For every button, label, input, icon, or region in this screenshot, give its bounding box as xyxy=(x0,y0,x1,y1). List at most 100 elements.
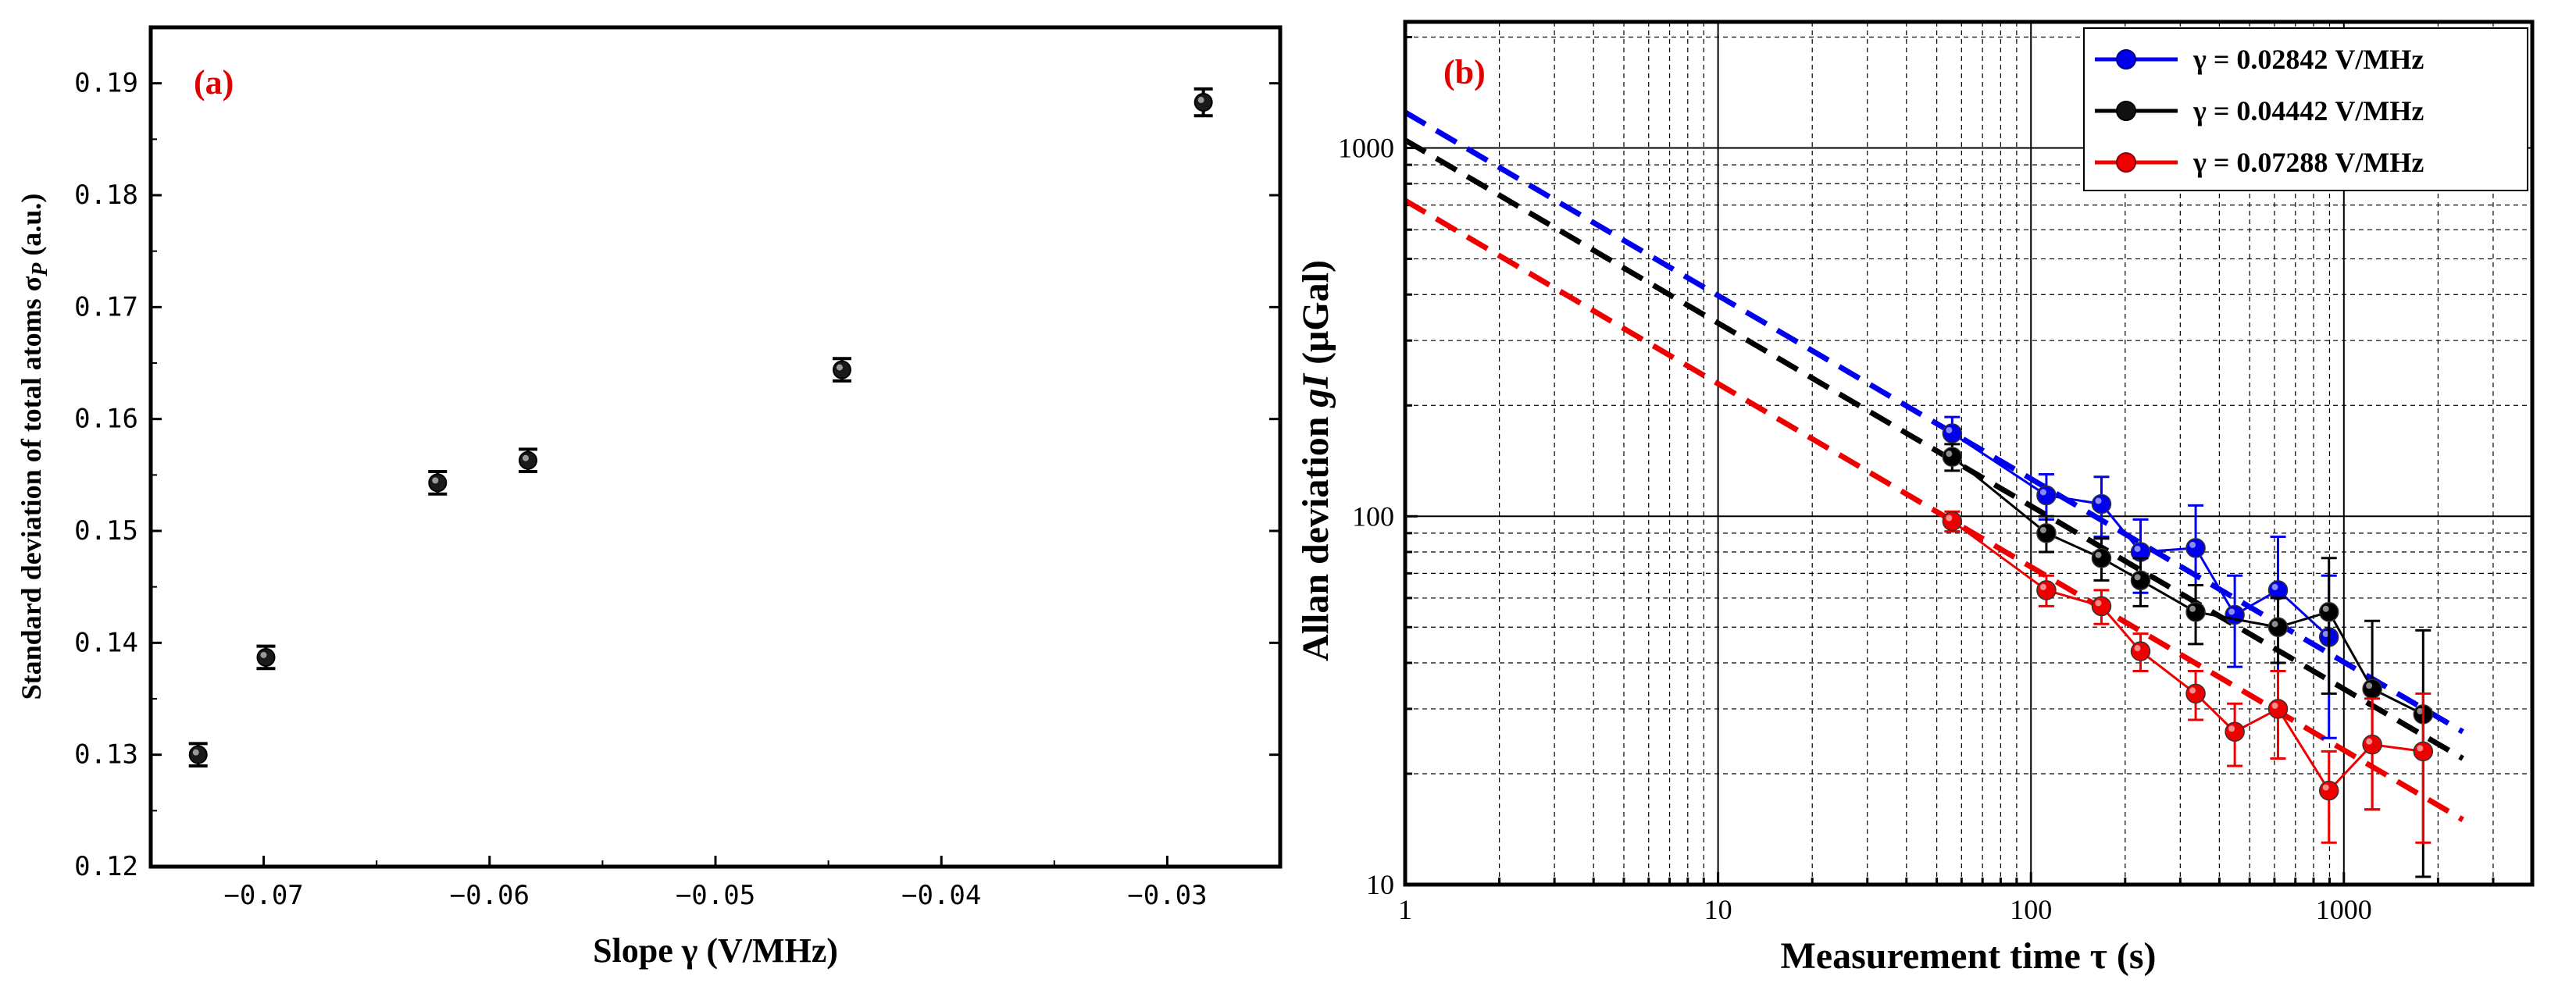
panel-a-data-point xyxy=(428,473,448,493)
panel-b-data-point xyxy=(2362,678,2382,700)
panel-a-y-tick-label: 0.19 xyxy=(74,68,138,99)
panel-a-data-point xyxy=(518,450,537,470)
panel-b-label: (b) xyxy=(1443,53,1486,91)
panel-b-point-highlight xyxy=(2039,526,2046,533)
panel-b-point-highlight xyxy=(2095,551,2102,558)
panel-b-y-tick-label: 100 xyxy=(1352,500,1394,532)
panel-a-ticks: −0.07 −0.06 −0.05 −0.04 −0.03 0.12 0.13 0.14 0.1… xyxy=(74,68,1281,911)
panel-a-y-axis-title-main: Standard deviation of total atoms σ xyxy=(16,276,47,700)
panel-b-point-highlight xyxy=(1946,515,1953,522)
panel-b-data-point xyxy=(2318,780,2339,801)
panel-a-y-tick-label: 0.17 xyxy=(74,291,138,322)
panel-a-point-highlight xyxy=(522,454,529,461)
panel-a-data-point xyxy=(832,360,851,379)
panel-b-data-point xyxy=(2267,617,2289,638)
legend-label-1: γ = 0.02842 V/MHz xyxy=(2192,44,2424,75)
panel-a-point-highlight xyxy=(260,651,267,658)
panel-b-series xyxy=(1942,415,2434,878)
panel-b-point-highlight xyxy=(2134,545,2141,552)
panel-b-data-point xyxy=(1942,447,1963,467)
panel-b-point-highlight xyxy=(1946,426,1953,433)
panel-b-data-point xyxy=(2185,538,2206,558)
panel-b-data-point xyxy=(2091,596,2112,617)
panel-b-point-highlight xyxy=(2271,702,2278,709)
panel-b-y-axis-title-var: gI xyxy=(1295,372,1336,408)
panel-b-point-highlight xyxy=(2228,725,2235,732)
panel-b-data-point xyxy=(2318,601,2339,622)
panel-a-y-tick-label: 0.12 xyxy=(74,851,138,882)
panel-b-series-line-2 xyxy=(1951,455,2424,716)
panel-b-fit-line-3 xyxy=(1404,198,2464,822)
panel-b-plot-frame xyxy=(1403,20,2535,887)
panel-b-point-highlight xyxy=(2039,583,2046,590)
panel-b-data-point xyxy=(2362,734,2382,755)
panel-b-point-highlight xyxy=(2189,687,2196,694)
panel-a-y-tick-label: 0.16 xyxy=(74,404,138,435)
panel-b-point-highlight xyxy=(2271,583,2278,590)
panel-a-y-tick-label: 0.13 xyxy=(74,739,138,771)
legend-label-3: γ = 0.07288 V/MHz xyxy=(2192,147,2424,178)
panel-b-x-tick-label: 10 xyxy=(1704,894,1732,925)
panel-a-data-point xyxy=(256,647,276,667)
panel-b-data-point xyxy=(2091,548,2112,568)
panel-a-data-point xyxy=(1193,93,1213,112)
panel-b-series-3 xyxy=(1942,510,2434,844)
panel-b-data-point xyxy=(2130,641,2151,661)
panel-b-data-point xyxy=(2130,570,2151,591)
panel-a-x-tick-label: −0.05 xyxy=(676,880,755,911)
panel-a-x-axis-title: Slope γ (V/MHz) xyxy=(593,931,838,970)
panel-b-point-highlight xyxy=(2228,608,2235,615)
panel-b-series-line-3 xyxy=(1951,520,2424,793)
panel-b-point-highlight xyxy=(2189,605,2196,612)
panel-b-point-highlight xyxy=(2417,745,2424,752)
legend-marker-3 xyxy=(2116,152,2136,173)
panel-b-point-highlight xyxy=(2271,621,2278,628)
panel-a-y-axis-title-tail: (a.u.) xyxy=(16,194,47,263)
panel-b-fit-lines xyxy=(1404,109,2464,822)
panel-b-data-point xyxy=(2267,580,2289,600)
panel-b-point-highlight xyxy=(2322,784,2329,791)
panel-a-x-tick-label: −0.04 xyxy=(901,880,981,911)
panel-b-x-tick-label: 1 xyxy=(1398,894,1412,925)
panel-b-data-point xyxy=(2185,683,2206,704)
panel-a-y-axis-title: Standard deviation of total atoms σP (a.… xyxy=(16,194,52,700)
panel-a-data-points xyxy=(188,87,1213,767)
panel-a-point-highlight xyxy=(432,477,439,484)
panel-a-y-tick-label: 0.18 xyxy=(74,180,138,211)
panel-b-data-point xyxy=(2036,580,2057,600)
panel-b-point-highlight xyxy=(2095,497,2102,504)
panel-b-point-highlight xyxy=(1946,450,1953,458)
panel-b-data-point xyxy=(2036,485,2057,506)
panel-a-label: (a) xyxy=(194,63,234,101)
panel-b-x-axis-title: Measurement time τ (s) xyxy=(1780,935,2156,977)
panel-b-point-highlight xyxy=(2322,605,2329,612)
panel-a-scatter-chart: −0.07 −0.06 −0.05 −0.04 −0.03 0.12 0.13 0.14 0.1… xyxy=(16,25,1283,970)
panel-b-x-tick-label: 100 xyxy=(2010,894,2052,925)
panel-b-point-highlight xyxy=(2366,682,2373,689)
panel-a-x-tick-label: −0.06 xyxy=(450,880,530,911)
panel-b-point-highlight xyxy=(2039,489,2046,496)
panel-b-data-point xyxy=(2267,699,2289,719)
panel-b-data-point xyxy=(2091,493,2112,515)
legend-entry-1: γ = 0.02842 V/MHz xyxy=(2095,44,2424,75)
panel-b-fit-line-2 xyxy=(1404,137,2464,761)
legend-entry-2: γ = 0.04442 V/MHz xyxy=(2095,95,2424,126)
panel-b-data-point xyxy=(1942,423,1963,443)
panel-b-data-point xyxy=(2185,601,2206,622)
panel-b-y-axis-title-tail: (μGal) xyxy=(1295,260,1336,374)
panel-a-point-highlight xyxy=(1197,97,1204,104)
panel-b-data-point xyxy=(2413,741,2434,762)
panel-b-point-highlight xyxy=(2134,574,2141,581)
panel-b-legend: γ = 0.02842 V/MHz γ = 0.04442 V/MHz γ = … xyxy=(2083,27,2528,191)
panel-a-plot-frame xyxy=(148,25,1283,869)
panel-b-data-point xyxy=(1942,511,1963,532)
panel-a-y-tick-label: 0.15 xyxy=(74,515,138,547)
panel-b-y-tick-label: 1000 xyxy=(1338,133,1394,164)
panel-b-point-highlight xyxy=(2134,645,2141,652)
panel-a-data-point xyxy=(188,745,208,764)
panel-a-y-axis-title-sub: P xyxy=(28,262,52,277)
legend-marker-1 xyxy=(2116,49,2136,69)
legend-entry-3: γ = 0.07288 V/MHz xyxy=(2095,147,2424,178)
legend-marker-2 xyxy=(2116,101,2136,121)
